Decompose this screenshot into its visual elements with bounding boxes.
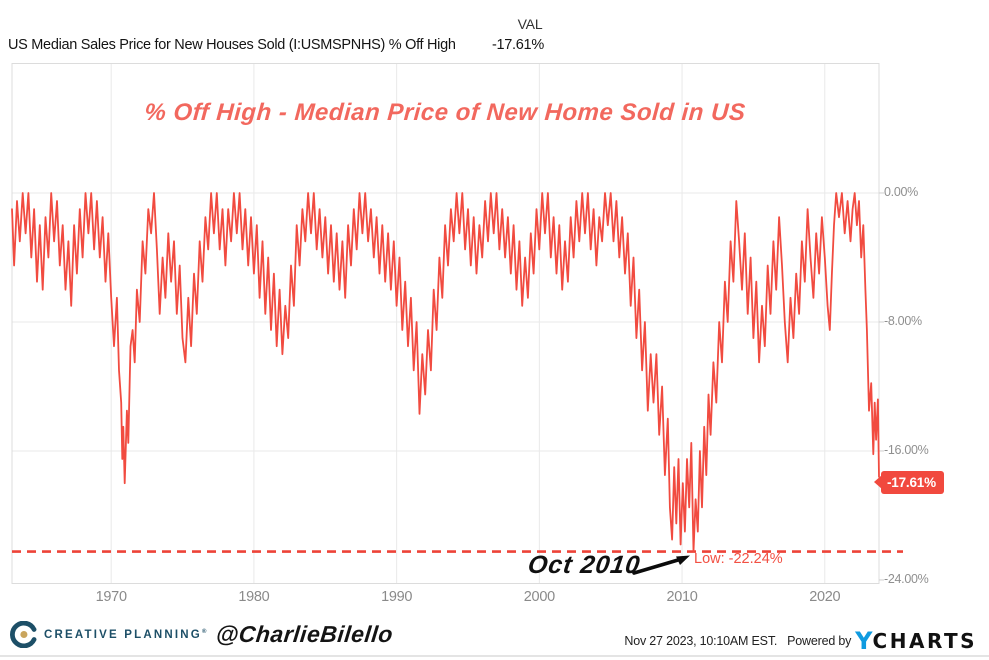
plot-border	[11, 63, 880, 584]
axis-tick-marks	[879, 192, 884, 581]
annotation-arrow	[632, 555, 690, 575]
last-value-badge: -17.61%	[874, 470, 944, 494]
creative-planning-logo-icon	[10, 621, 37, 648]
footer-branding: CREATIVE PLANNING® @CharlieBilello	[10, 621, 395, 648]
gridlines	[12, 63, 879, 584]
x-axis-tick-label: 2010	[666, 589, 698, 605]
ycharts-logo-text: CHARTS	[872, 629, 977, 653]
author-handle: @CharlieBilello	[215, 621, 395, 647]
registered-mark: ®	[201, 628, 207, 635]
value-column-header: VAL	[517, 16, 543, 32]
footer-attribution: Nov 27 2023, 10:10AM EST. Powered by Y C…	[624, 627, 977, 655]
series-label: US Median Sales Price for New Houses Sol…	[8, 37, 456, 53]
x-axis-tick-label: 1990	[381, 589, 413, 605]
x-axis-tick-label: 2020	[809, 589, 841, 605]
series-current-value: -17.61%	[492, 37, 544, 53]
chart-title: % Off High - Median Price of New Home So…	[143, 99, 747, 126]
chart-timestamp: Nov 27 2023, 10:10AM EST.	[624, 634, 778, 648]
x-axis-tick-label: 1980	[238, 589, 270, 605]
ycharts-logo-y: Y	[855, 627, 873, 655]
window-bottom-edge	[0, 655, 989, 657]
powered-by-label: Powered by	[787, 634, 852, 648]
creative-planning-wordmark: CREATIVE PLANNING®	[44, 628, 207, 641]
x-axis-tick-label: 2000	[523, 589, 555, 605]
y-axis-tick-label: -16.00%	[884, 442, 929, 457]
y-axis-tick-label: -8.00%	[884, 313, 922, 328]
y-axis-tick-label: -24.00%	[884, 571, 929, 586]
y-axis-tick-label: 0.00%	[884, 184, 918, 199]
low-date-annotation: Oct 2010	[526, 551, 643, 579]
series-line	[11, 192, 880, 553]
x-axis-tick-label: 1970	[95, 589, 127, 605]
low-value-label: Low: -22.24%	[694, 551, 783, 567]
